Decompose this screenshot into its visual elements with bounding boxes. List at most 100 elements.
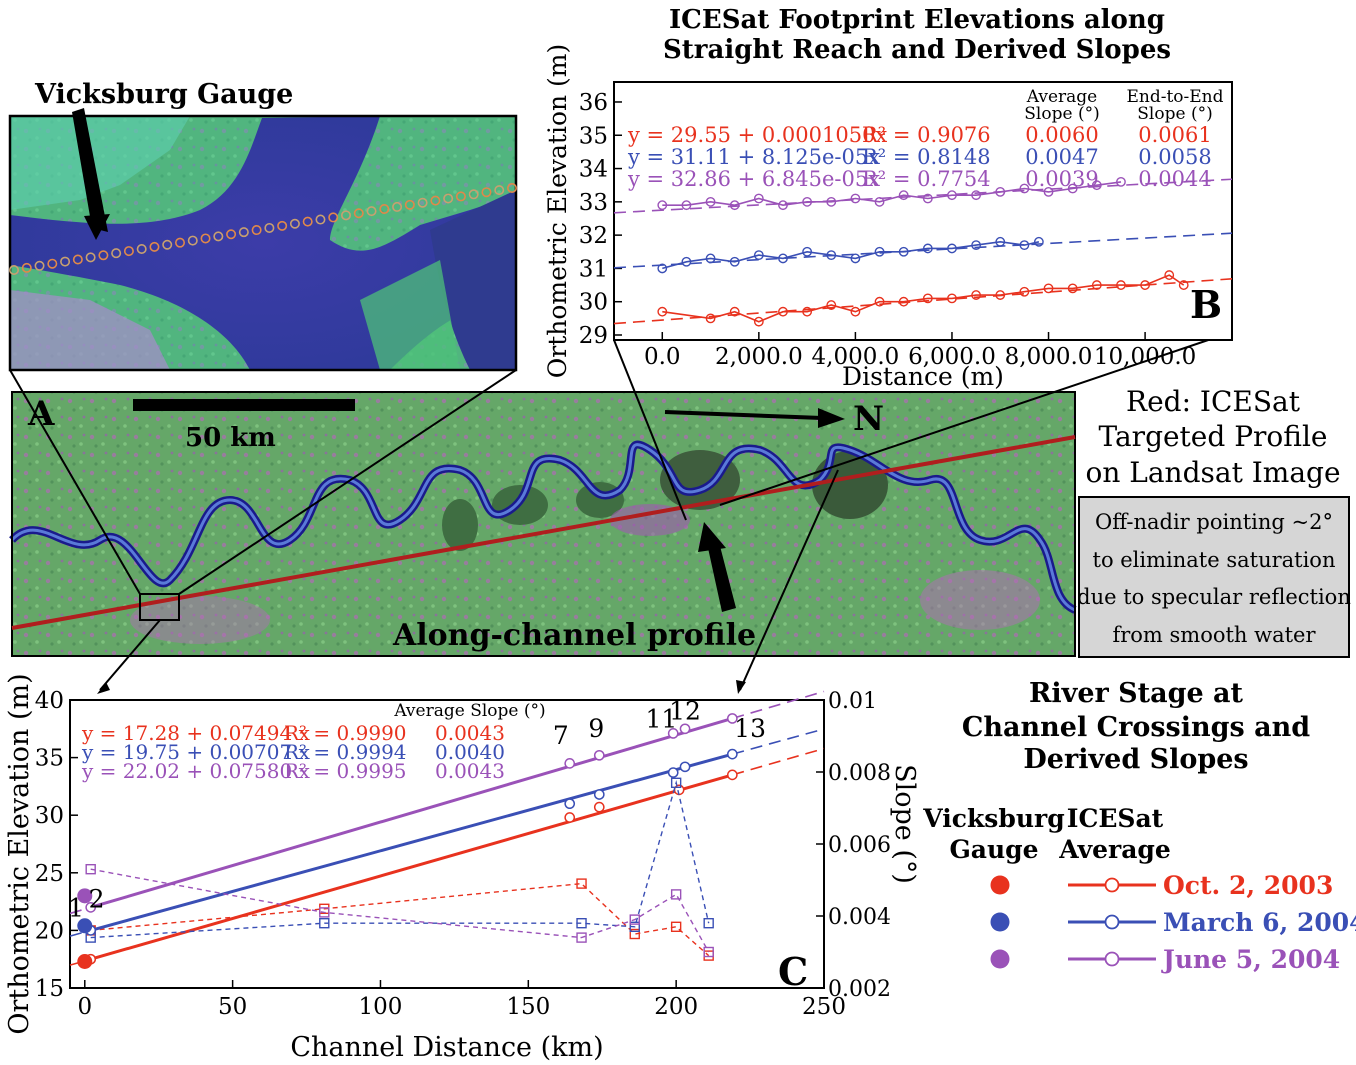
y2-tick-label: 0.002 xyxy=(828,977,891,1002)
r2-label: R² = 0.9994 xyxy=(284,740,407,764)
off-nadir-note-box xyxy=(1078,496,1350,658)
data-point xyxy=(778,306,788,317)
footprint-circle xyxy=(111,248,122,259)
legend-head-icesat-2: Average xyxy=(1058,835,1171,864)
y-tick-label: 30 xyxy=(579,290,608,316)
x-tick-label: 50 xyxy=(218,994,247,1020)
footprint-circle xyxy=(506,183,517,194)
data-point xyxy=(947,243,957,254)
slope-point xyxy=(629,921,640,932)
inset-satellite-image xyxy=(8,114,518,372)
data-point xyxy=(995,290,1006,300)
y-tick-label: 25 xyxy=(35,861,64,887)
y-tick-label: 30 xyxy=(35,803,64,829)
data-point xyxy=(1091,180,1102,191)
data-point xyxy=(753,250,764,261)
footprint-circle xyxy=(379,204,390,215)
data-point xyxy=(1033,236,1044,247)
fit-line xyxy=(613,232,1233,269)
footprint-circle xyxy=(213,231,224,242)
footprint-circle xyxy=(494,185,505,196)
data-point xyxy=(995,236,1006,247)
footprint-circle xyxy=(366,206,377,217)
data-point xyxy=(1178,280,1189,290)
data-point xyxy=(1043,186,1054,197)
crossing-point xyxy=(667,728,679,739)
data-point xyxy=(729,256,740,267)
slope-point xyxy=(319,918,330,929)
y2-tick-label: 0.004 xyxy=(828,905,891,930)
panel-b-title: ICESat Footprint Elevations along Straig… xyxy=(663,5,1171,65)
profile-label: Along-channel profile xyxy=(392,618,756,653)
legend-headers: Vicksburg Gauge ICESat Average xyxy=(922,804,1170,864)
slope-point xyxy=(670,777,682,788)
data-point xyxy=(1116,280,1126,290)
data-point xyxy=(971,190,982,201)
panel-c-title-line-1: River Stage at xyxy=(1029,678,1244,709)
data-point xyxy=(1067,183,1078,194)
x-tick-label: 8,000.0 xyxy=(1005,344,1093,370)
data-point xyxy=(778,200,788,211)
data-point xyxy=(657,306,668,317)
r2-label: R² = 0.8148 xyxy=(862,145,991,169)
legend-gauge-marker xyxy=(990,875,1010,895)
y-axis-label: Orthometric Elevation (m) xyxy=(543,44,572,379)
data-point xyxy=(826,300,837,310)
end-slope-value: 0.0061 xyxy=(1138,123,1211,147)
footprint-circle xyxy=(353,208,364,219)
crossing-point xyxy=(564,758,576,769)
data-point xyxy=(705,196,716,207)
panel-c-title: River Stage at Channel Crossings and Der… xyxy=(962,678,1310,775)
data-point xyxy=(1019,286,1030,297)
footprint-circle xyxy=(175,237,186,248)
data-point xyxy=(729,200,740,211)
gauge-point xyxy=(77,888,93,904)
crossing-point xyxy=(726,769,738,781)
y-tick-label: 35 xyxy=(579,123,608,149)
data-point xyxy=(1140,280,1150,290)
footprint-circle xyxy=(187,235,198,246)
data-point xyxy=(898,190,909,201)
data-point xyxy=(657,263,668,274)
footprint-circle xyxy=(123,246,134,257)
profile-arrow xyxy=(708,546,736,612)
profile-caption: Red: ICESat Targeted Profile on Landsat … xyxy=(1085,385,1340,489)
scale-label: 50 km xyxy=(185,423,276,453)
avg-slope-header: Average Slope (°) xyxy=(393,701,545,721)
avg-slope-value: 0.0047 xyxy=(1025,145,1098,169)
north-label: N xyxy=(853,399,884,439)
panel-b-letter: B xyxy=(1190,282,1222,327)
slope-point xyxy=(629,928,640,940)
slope-point xyxy=(319,907,330,918)
data-point xyxy=(1067,283,1078,294)
slope-point xyxy=(629,914,640,925)
data-point xyxy=(681,200,692,211)
data-point xyxy=(947,293,957,304)
footprint-circle xyxy=(289,218,300,229)
fit-line xyxy=(90,716,733,909)
legend-line-marker xyxy=(1104,877,1120,893)
legend-series-label: Oct. 2, 2003 xyxy=(1163,871,1333,900)
legend-head-gauge-2: Gauge xyxy=(949,835,1038,864)
icesat-profile-line xyxy=(11,435,1076,630)
equation-label: y = 31.11 + 8.125e-05x xyxy=(627,145,880,169)
footprint-circle xyxy=(238,227,249,238)
note-line-1: Off-nadir pointing ~2° xyxy=(1095,510,1333,534)
data-point xyxy=(1019,240,1030,251)
legend-head-icesat-1: ICESat xyxy=(1067,804,1164,833)
y-tick-label: 40 xyxy=(35,688,64,714)
y-axis-label: Orthometric Elevation (m) xyxy=(4,673,35,1034)
data-point xyxy=(1164,270,1175,280)
data-point xyxy=(850,306,861,317)
x-tick-label: 200 xyxy=(654,994,698,1020)
avg-slope-header: Slope (°) xyxy=(1024,104,1099,124)
panel-c-letter: C xyxy=(778,949,808,994)
avg-slope-value: 0.0043 xyxy=(435,759,505,783)
footprint-circle xyxy=(34,260,45,271)
data-point xyxy=(826,196,837,207)
avg-slope-header: Average xyxy=(1026,87,1097,107)
footprint-circle xyxy=(162,239,173,250)
data-point xyxy=(802,246,813,257)
y-tick-label: 34 xyxy=(579,157,608,183)
footprint-circle xyxy=(481,187,492,198)
